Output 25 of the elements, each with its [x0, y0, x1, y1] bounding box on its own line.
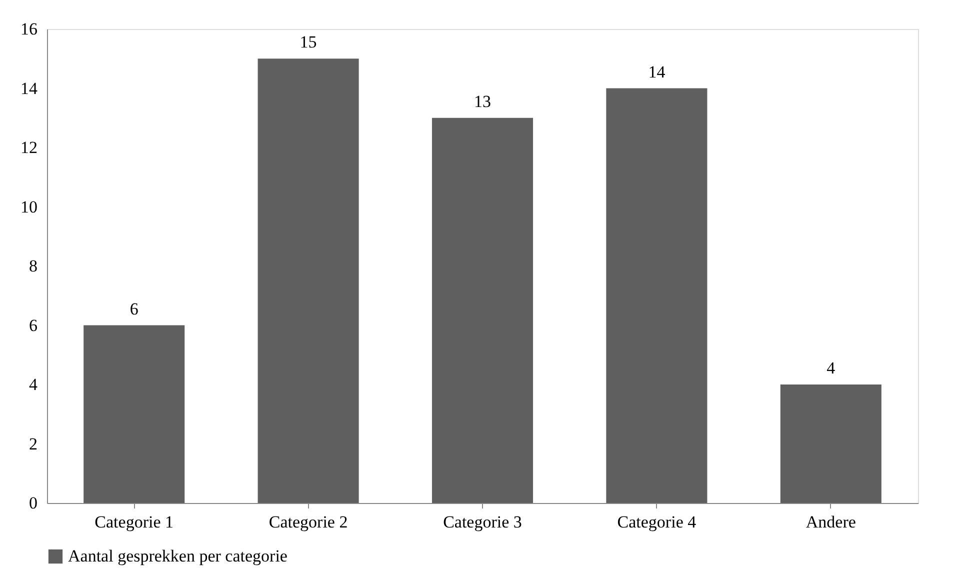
x-tick-label: Categorie 1 — [94, 512, 174, 532]
data-label: 6 — [130, 299, 138, 318]
x-tick-label: Andere — [806, 512, 856, 532]
bar — [432, 118, 534, 503]
data-label: 14 — [648, 62, 666, 82]
data-label: 4 — [826, 358, 836, 378]
y-tick-label: 14 — [20, 78, 38, 98]
y-tick-label: 10 — [20, 197, 38, 216]
bar — [84, 325, 185, 503]
y-tick-label: 0 — [29, 494, 38, 512]
bar — [780, 384, 882, 503]
x-tick-label: Categorie 2 — [268, 512, 348, 532]
y-tick-label: 2 — [29, 434, 38, 454]
bar — [258, 58, 359, 503]
y-tick-label: 8 — [29, 256, 38, 276]
x-tick-label: Categorie 4 — [617, 512, 697, 532]
data-label: 13 — [474, 92, 491, 111]
legend-label: Aantal gesprekken per categorie — [68, 546, 288, 566]
y-tick-label: 4 — [29, 375, 38, 394]
y-tick-label: 16 — [20, 20, 38, 38]
x-tick-label: Categorie 3 — [443, 512, 522, 532]
y-tick-label: 12 — [20, 138, 38, 157]
data-label: 15 — [300, 32, 317, 52]
bar — [606, 88, 708, 503]
y-tick-label: 6 — [29, 316, 38, 335]
